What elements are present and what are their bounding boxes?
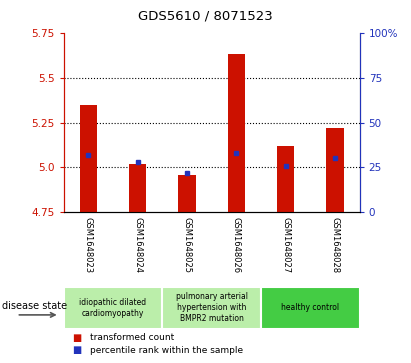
Text: healthy control: healthy control (281, 303, 339, 312)
Bar (277, 146, 294, 212)
Text: percentile rank within the sample: percentile rank within the sample (90, 346, 244, 355)
Text: GSM1648025: GSM1648025 (182, 217, 192, 273)
Text: GSM1648028: GSM1648028 (330, 217, 339, 273)
Bar (228, 54, 245, 212)
Bar (326, 128, 344, 212)
Text: GDS5610 / 8071523: GDS5610 / 8071523 (138, 9, 273, 22)
Text: disease state: disease state (2, 301, 67, 311)
Bar (129, 164, 146, 212)
Text: GSM1648027: GSM1648027 (281, 217, 290, 273)
Text: idiopathic dilated
cardiomyopathy: idiopathic dilated cardiomyopathy (79, 298, 147, 318)
Bar (261, 287, 360, 329)
Text: GSM1648024: GSM1648024 (133, 217, 142, 273)
Bar (80, 105, 97, 212)
Text: ■: ■ (72, 345, 81, 355)
Text: GSM1648026: GSM1648026 (232, 217, 241, 273)
Text: GSM1648023: GSM1648023 (84, 217, 93, 273)
Bar (178, 175, 196, 212)
Bar (64, 287, 162, 329)
Text: pulmonary arterial
hypertension with
BMPR2 mutation: pulmonary arterial hypertension with BMP… (175, 292, 248, 323)
Text: ■: ■ (72, 333, 81, 343)
Text: transformed count: transformed count (90, 333, 175, 342)
Bar (162, 287, 261, 329)
